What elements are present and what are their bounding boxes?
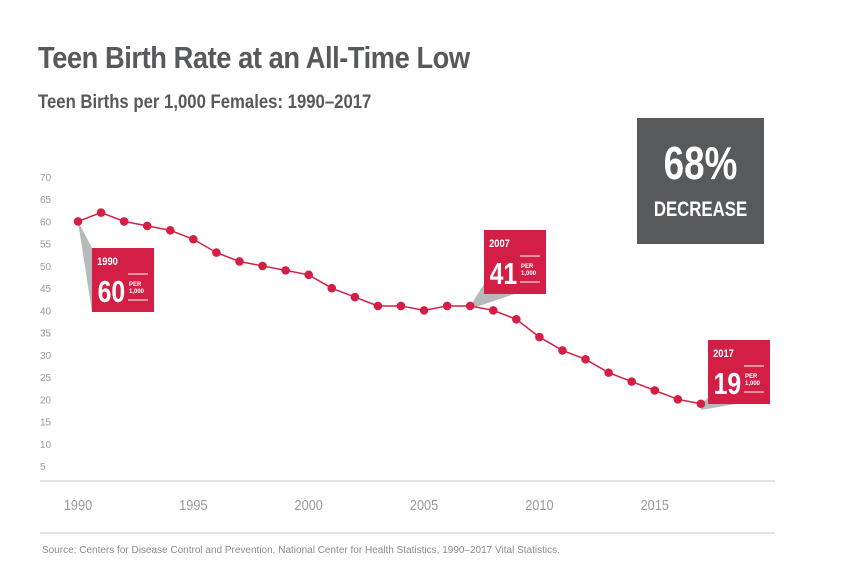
- y-tick-label: 25: [40, 373, 52, 384]
- callout-unit: 1,000: [129, 289, 145, 295]
- decrease-badge: 68% DECREASE: [637, 118, 764, 244]
- y-tick-label: 5: [40, 462, 46, 473]
- callout-unit: 1,000: [521, 271, 537, 277]
- y-tick-label: 30: [40, 351, 52, 362]
- data-point: [419, 306, 429, 315]
- y-tick-label: 65: [40, 195, 52, 206]
- data-point: [96, 208, 106, 217]
- x-tick-label: 1990: [64, 496, 93, 513]
- callout-box: [708, 340, 770, 404]
- data-point: [396, 301, 406, 311]
- y-tick-label: 50: [40, 262, 52, 273]
- y-tick-label: 10: [40, 440, 52, 451]
- callout-unit: PER: [129, 282, 142, 288]
- y-tick-label: 35: [40, 329, 52, 340]
- callout-value: 60: [98, 274, 126, 308]
- data-point: [650, 386, 660, 395]
- data-point: [212, 248, 221, 257]
- x-tick-label: 2015: [641, 496, 670, 513]
- data-point: [535, 332, 544, 342]
- badge-label: DECREASE: [653, 198, 748, 221]
- data-point: [350, 292, 360, 302]
- y-tick-label: 40: [40, 306, 52, 317]
- data-point: [627, 377, 636, 386]
- data-point: [189, 234, 198, 244]
- callout-value: 19: [714, 366, 742, 400]
- x-tick-label: 1995: [179, 496, 208, 513]
- y-tick-label: 45: [40, 284, 52, 295]
- data-point: [604, 368, 613, 377]
- data-point: [165, 226, 175, 235]
- data-point: [673, 395, 683, 404]
- x-tick-label: 2010: [525, 496, 554, 513]
- data-point: [442, 301, 452, 311]
- callout-unit: PER: [745, 374, 758, 380]
- badge-value: 68%: [663, 137, 738, 189]
- callout-unit: 1,000: [745, 381, 761, 387]
- data-point: [119, 217, 129, 226]
- chart-subtitle: Teen Births per 1,000 Females: 1990–2017: [38, 92, 372, 113]
- data-point: [73, 217, 83, 226]
- data-point: [304, 270, 314, 280]
- data-point: [512, 314, 521, 324]
- y-tick-label: 15: [40, 418, 52, 429]
- y-tick-label: 60: [40, 217, 52, 228]
- data-point: [281, 266, 290, 275]
- callout-year: 1990: [97, 256, 118, 268]
- x-tick-label: 2000: [295, 496, 324, 513]
- data-point: [488, 306, 498, 315]
- data-point: [696, 399, 706, 409]
- data-point: [258, 261, 267, 271]
- chart-title: Teen Birth Rate at an All-Time Low: [38, 40, 470, 75]
- data-point: [373, 301, 383, 311]
- callout-box: [484, 230, 546, 294]
- source-note: Source: Centers for Disease Control and …: [42, 545, 560, 556]
- callout-year: 2017: [713, 348, 734, 360]
- data-point: [142, 221, 152, 231]
- data-point: [581, 354, 590, 364]
- data-point: [558, 346, 567, 355]
- series-line: [77, 211, 702, 405]
- y-tick-label: 70: [40, 173, 52, 184]
- data-point: [235, 257, 244, 266]
- callout-unit: PER: [521, 264, 534, 270]
- data-point: [327, 283, 337, 293]
- x-tick-label: 2005: [410, 496, 439, 513]
- callout-box: [92, 248, 154, 312]
- y-tick-label: 20: [40, 395, 52, 406]
- callout-value: 41: [490, 256, 518, 290]
- y-tick-label: 55: [40, 240, 52, 251]
- data-point: [465, 301, 475, 311]
- callout-year: 2007: [489, 238, 510, 250]
